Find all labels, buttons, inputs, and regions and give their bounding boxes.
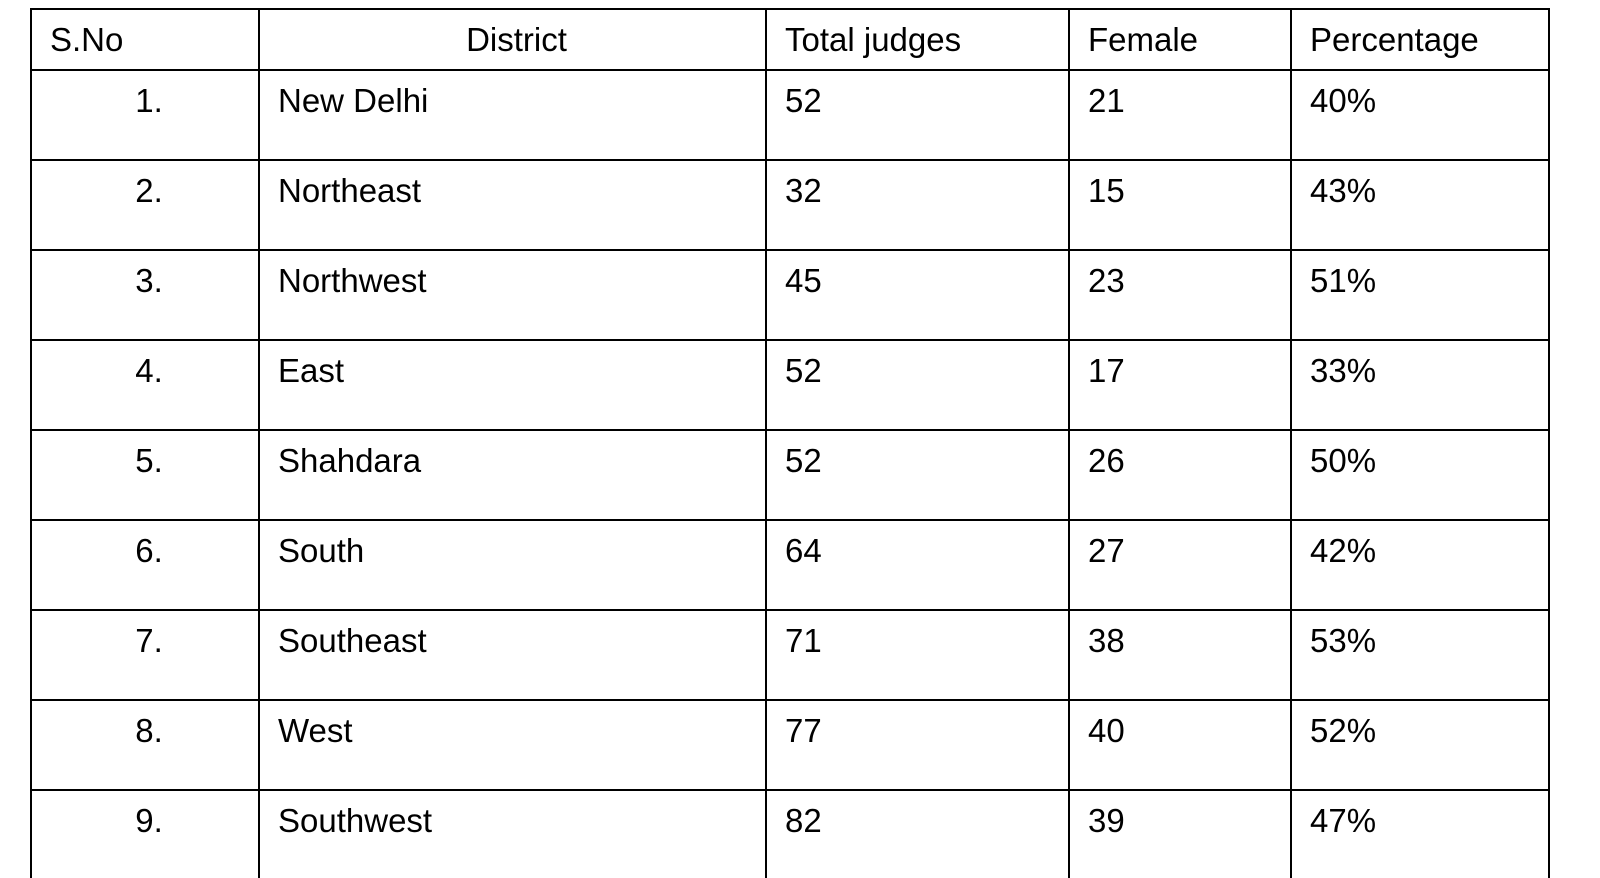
table-row: 5. Shahdara 52 26 50%	[30, 429, 1550, 522]
cell-sno: 1.	[30, 69, 260, 162]
cell-sno: 4.	[30, 339, 260, 432]
cell-total: 52	[765, 429, 1070, 522]
cell-total: 45	[765, 249, 1070, 342]
cell-district: Shahdara	[258, 429, 767, 522]
cell-total: 32	[765, 159, 1070, 252]
cell-female: 26	[1068, 429, 1292, 522]
cell-total: 71	[765, 609, 1070, 702]
cell-female: 38	[1068, 609, 1292, 702]
table-row: 7. Southeast 71 38 53%	[30, 609, 1550, 702]
cell-female: 21	[1068, 69, 1292, 162]
table-row: 4. East 52 17 33%	[30, 339, 1550, 432]
cell-female: 17	[1068, 339, 1292, 432]
cell-percentage: 51%	[1290, 249, 1550, 342]
cell-district: South	[258, 519, 767, 612]
header-total-judges: Total judges	[765, 7, 1070, 72]
cell-sno: 3.	[30, 249, 260, 342]
cell-female: 27	[1068, 519, 1292, 612]
cell-district: West	[258, 699, 767, 792]
header-percentage: Percentage	[1290, 7, 1550, 72]
header-district: District	[258, 7, 767, 72]
table-row: 9. Southwest 82 39 47%	[30, 789, 1550, 878]
cell-sno: 5.	[30, 429, 260, 522]
cell-female: 15	[1068, 159, 1292, 252]
cell-percentage: 42%	[1290, 519, 1550, 612]
table-row: 1. New Delhi 52 21 40%	[30, 69, 1550, 162]
cell-female: 40	[1068, 699, 1292, 792]
cell-sno: 9.	[30, 789, 260, 878]
header-sno: S.No	[30, 7, 260, 72]
cell-percentage: 47%	[1290, 789, 1550, 878]
cell-female: 39	[1068, 789, 1292, 878]
cell-percentage: 53%	[1290, 609, 1550, 702]
cell-sno: 2.	[30, 159, 260, 252]
cell-percentage: 43%	[1290, 159, 1550, 252]
cell-total: 82	[765, 789, 1070, 878]
cell-percentage: 50%	[1290, 429, 1550, 522]
cell-district: New Delhi	[258, 69, 767, 162]
cell-district: Southeast	[258, 609, 767, 702]
cell-total: 64	[765, 519, 1070, 612]
cell-total: 77	[765, 699, 1070, 792]
table-row: 3. Northwest 45 23 51%	[30, 249, 1550, 342]
cell-sno: 7.	[30, 609, 260, 702]
cell-district: Southwest	[258, 789, 767, 878]
judges-per-district-table: S.No District Total judges Female Percen…	[30, 7, 1550, 878]
cell-percentage: 52%	[1290, 699, 1550, 792]
header-female: Female	[1068, 7, 1292, 72]
table-row: 8. West 77 40 52%	[30, 699, 1550, 792]
cell-percentage: 33%	[1290, 339, 1550, 432]
table-row: 2. Northeast 32 15 43%	[30, 159, 1550, 252]
cell-percentage: 40%	[1290, 69, 1550, 162]
table-header-row: S.No District Total judges Female Percen…	[30, 7, 1550, 72]
cell-district: Northwest	[258, 249, 767, 342]
cell-district: Northeast	[258, 159, 767, 252]
cell-sno: 6.	[30, 519, 260, 612]
cell-sno: 8.	[30, 699, 260, 792]
cell-total: 52	[765, 339, 1070, 432]
cell-district: East	[258, 339, 767, 432]
cell-female: 23	[1068, 249, 1292, 342]
cell-total: 52	[765, 69, 1070, 162]
table-row: 6. South 64 27 42%	[30, 519, 1550, 612]
